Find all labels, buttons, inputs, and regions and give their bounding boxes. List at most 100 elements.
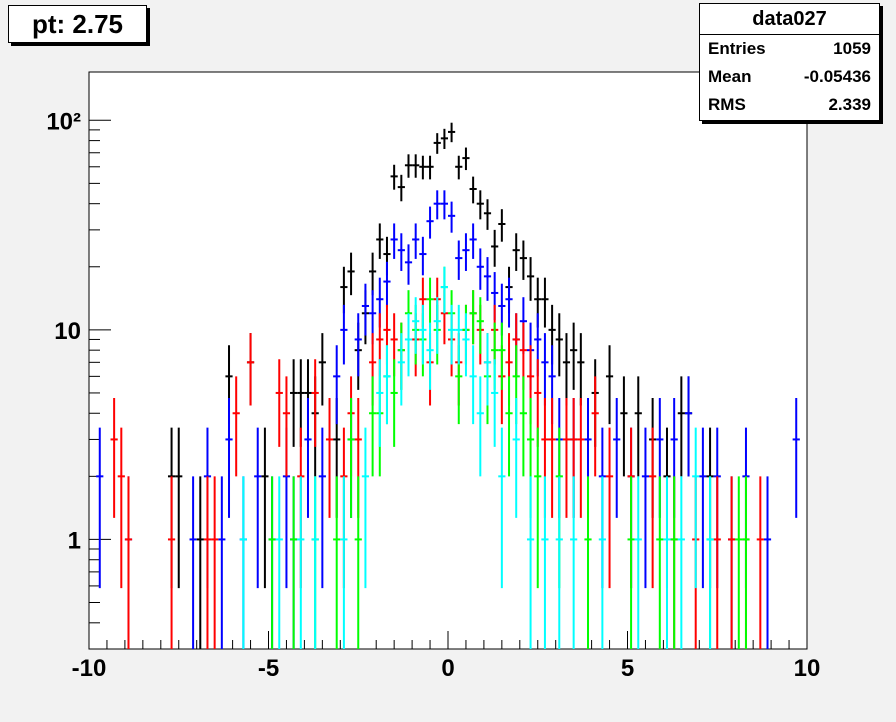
data-point [261,427,269,589]
data-point [203,476,212,649]
data-point [613,397,621,518]
data-point [756,476,764,649]
data-point [699,427,707,589]
data-point [117,427,125,589]
data-point [376,359,384,447]
data-point [491,229,499,267]
data-point [469,290,477,345]
data-point [404,154,413,178]
data-point [462,233,470,271]
data-point [376,223,384,259]
data-point [275,359,283,447]
plot-frame [88,71,808,650]
data-point [505,376,513,477]
data-point [598,476,606,649]
data-point [469,345,477,425]
data-point [297,476,305,649]
data-point [369,376,377,477]
data-point [426,206,434,239]
data-point [455,155,463,180]
x-tick-label: 10 [794,655,821,682]
data-point [440,266,448,314]
data-point [290,359,298,447]
data-point [763,476,772,649]
data-point [541,333,549,406]
data-point [476,376,484,477]
data-point [433,190,441,220]
stats-histogram-name: data027 [700,4,879,35]
data-point [225,397,233,518]
data-point [692,427,700,589]
data-point [290,476,298,649]
data-point [519,376,527,477]
x-tick-label: -5 [258,655,279,682]
data-point [239,476,247,649]
data-point [232,376,240,477]
data-point [333,345,341,425]
data-point [325,397,334,518]
data-point [110,397,118,518]
data-point [426,155,434,180]
data-point [541,277,549,328]
data-point [397,174,405,202]
data-points [96,122,800,649]
data-point [361,427,370,589]
data-point [476,190,484,220]
data-point [354,476,362,649]
data-point [656,476,664,649]
data-point [591,376,599,477]
stats-mean-value: -0.05436 [803,67,871,86]
data-point [390,164,398,190]
data-point [526,257,535,301]
stats-entries-row: Entries 1059 [700,35,879,63]
data-point [605,427,614,589]
data-point [641,427,650,589]
data-point [512,397,520,518]
data-point [426,322,434,390]
data-point [397,233,405,271]
data-point [333,476,341,649]
stats-rms-label: RMS [708,95,746,114]
data-point [570,322,578,390]
data-point [448,304,456,365]
data-point [412,297,420,354]
data-point [663,476,671,649]
data-point [476,248,484,290]
data-point [419,236,427,276]
data-point [440,128,448,150]
data-point [577,397,585,518]
data-point [448,122,456,143]
data-point [562,397,571,518]
data-point [742,476,750,649]
data-point [469,176,477,204]
data-point [304,397,312,518]
data-point [433,297,441,354]
data-point [483,257,492,301]
data-point [354,313,362,377]
data-point [792,397,800,518]
chart-title: pt: 2.75 [8,5,147,43]
data-point [383,345,391,425]
y-tick-label: 10 [54,318,81,345]
data-point [361,283,370,336]
data-point [433,133,441,154]
data-point [426,277,434,328]
data-point [534,427,542,589]
data-point [347,252,355,296]
data-point [412,154,420,178]
data-point [282,376,291,477]
data-point [369,252,377,296]
data-point [555,313,563,377]
stats-rms-row: RMS 2.339 [700,91,879,119]
data-point [340,476,348,649]
y-tick-label: 10² [46,108,81,135]
data-point [196,476,204,649]
stats-entries-value: 1059 [833,39,871,58]
data-point [634,376,642,477]
data-point [455,240,463,280]
data-point [404,313,413,377]
data-point [167,476,176,649]
data-point [649,427,657,589]
stats-rms-value: 2.339 [828,95,871,114]
data-point [412,223,420,259]
